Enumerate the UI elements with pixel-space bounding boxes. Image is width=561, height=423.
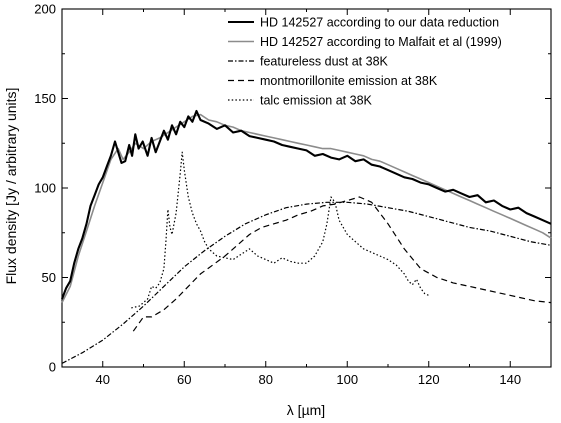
series-line-montmorillonite-emission-at-38k [132, 196, 552, 332]
series-line-talc-emission-at-38k [131, 151, 430, 309]
series-line-featureless-dust-at-38k [61, 201, 552, 364]
legend-entry-label: montmorillonite emission at 38K [260, 74, 438, 88]
ticks-layer: 40 60 80 100 120 140 0 50 100 150 200 [34, 2, 552, 387]
x-tick-label: 100 [336, 372, 358, 387]
y-tick-label: 100 [34, 181, 56, 196]
legend-entry-label: HD 142527 according to our data reductio… [260, 16, 499, 30]
y-tick-label: 50 [42, 270, 56, 285]
legend-entry-label: HD 142527 according to Malfait et al (19… [260, 35, 502, 49]
x-tick-label: 60 [177, 372, 191, 387]
x-tick-label: 40 [96, 372, 110, 387]
series-layer [61, 109, 552, 364]
legend: HD 142527 according to our data reductio… [228, 16, 502, 108]
x-axis-title: λ [µm] [287, 402, 325, 418]
series-line-hd-142527-according-to-our-data-reduction [61, 109, 552, 300]
y-tick-label: 200 [34, 2, 56, 17]
y-axis-title: Flux density [Jy / arbitrary units] [3, 88, 19, 285]
x-tick-label: 80 [259, 372, 273, 387]
legend-entry-label: talc emission at 38K [260, 94, 373, 108]
x-tick-label: 120 [418, 372, 440, 387]
legend-entry-label: featureless dust at 38K [260, 55, 389, 69]
series-line-hd-142527-according-to-malfait-et-al-1999 [61, 113, 552, 303]
y-tick-label: 0 [49, 360, 56, 375]
y-tick-label: 150 [34, 91, 56, 106]
x-tick-label: 140 [499, 372, 521, 387]
